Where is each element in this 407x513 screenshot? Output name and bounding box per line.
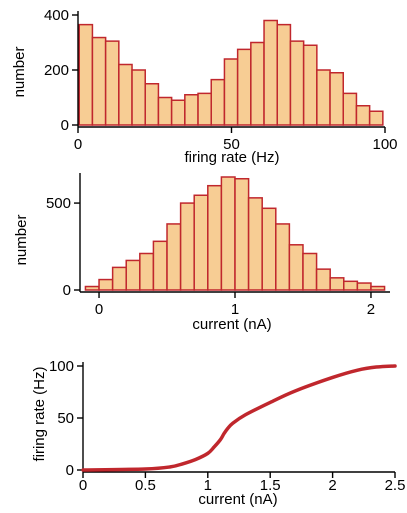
- histogram-bar: [302, 252, 318, 291]
- histogram-bar: [234, 177, 250, 291]
- x-tick-label: 1: [231, 301, 239, 318]
- histogram-bar: [170, 99, 186, 126]
- x-tick-label: 2.5: [385, 477, 406, 494]
- histogram-bar: [157, 96, 173, 126]
- histogram-bar: [302, 44, 318, 126]
- histogram-bar: [131, 69, 146, 126]
- y-tick-label: 0: [61, 117, 69, 134]
- fi-curve-line: [81, 364, 397, 472]
- x-tick-label: 1: [204, 477, 212, 494]
- firing-rate-histogram-panel: 0 50 100 0 200 400 firing rate (Hz) number: [11, 7, 398, 166]
- histogram-bar: [288, 244, 304, 291]
- histogram-bar: [315, 268, 331, 291]
- x-tick-label: 0.5: [135, 477, 156, 494]
- histogram-bar: [78, 23, 94, 126]
- current-histogram-panel: 0 1 2 0 500 current (nA) number: [13, 173, 390, 333]
- current-histogram-axes: [74, 173, 390, 298]
- x-tick-label: 0: [79, 477, 87, 494]
- histogram-bar: [329, 277, 345, 291]
- histogram-bar: [144, 83, 160, 126]
- x-tick-label: 100: [372, 136, 397, 153]
- histogram-bar: [236, 48, 252, 126]
- fi-curve-panel: 0 0.5 1 1.5 2 2.5 0 50 100 current (nA) firing r…: [31, 358, 405, 508]
- histogram-bar: [247, 197, 263, 291]
- histogram-bar: [223, 58, 239, 126]
- firing-rate-histogram-ylabel: number: [11, 47, 28, 98]
- histogram-bar: [275, 223, 291, 291]
- histogram-bar: [220, 176, 236, 291]
- x-tick-label: 1.5: [260, 477, 281, 494]
- histogram-bar: [152, 240, 168, 291]
- histogram-bar: [139, 252, 155, 291]
- firing-rate-histogram-xlabel: firing rate (Hz): [184, 149, 279, 166]
- histogram-bar: [207, 184, 223, 291]
- histogram-bar: [368, 110, 384, 126]
- histogram-bar: [276, 23, 292, 126]
- histogram-bar: [84, 285, 100, 291]
- y-tick-label: 50: [57, 410, 74, 427]
- histogram-bar: [91, 36, 107, 126]
- x-tick-label: 2: [367, 301, 375, 318]
- firing-rate-bars: [78, 19, 384, 126]
- y-tick-label: 200: [44, 62, 69, 79]
- histogram-bar: [166, 223, 182, 291]
- y-tick-label: 400: [44, 7, 69, 24]
- firing-rate-histogram-tick-labels: 0 50 100 0 200 400: [44, 7, 398, 153]
- histogram-bar: [118, 63, 133, 126]
- y-tick-label: 0: [63, 282, 71, 299]
- fi-curve-xlabel: current (nA): [198, 491, 277, 508]
- histogram-bar: [263, 19, 278, 126]
- histogram-bar: [329, 72, 344, 126]
- histogram-bar: [104, 40, 120, 126]
- histogram-bar: [125, 259, 141, 291]
- x-tick-label: 0: [95, 301, 103, 318]
- histogram-bar: [184, 94, 199, 126]
- histogram-bar: [179, 202, 195, 291]
- histogram-bar: [289, 40, 305, 126]
- x-tick-label: 0: [74, 136, 82, 153]
- histogram-bar: [111, 266, 127, 291]
- y-tick-label: 500: [46, 195, 71, 212]
- fi-curve-axes: [77, 362, 396, 478]
- fi-curve-ylabel: firing rate (Hz): [31, 366, 48, 461]
- current-histogram-xlabel: current (nA): [192, 316, 271, 333]
- fi-curve-tick-labels: 0 0.5 1 1.5 2 2.5 0 50 100: [49, 358, 405, 494]
- histogram-bar: [316, 69, 331, 126]
- current-bars: [84, 176, 386, 291]
- histogram-bar: [355, 105, 371, 126]
- histogram-bar: [342, 92, 358, 126]
- histogram-bar: [356, 282, 372, 291]
- x-tick-label: 50: [223, 136, 240, 153]
- histogram-bar: [210, 78, 226, 126]
- firing-rate-histogram-axes: [72, 11, 386, 133]
- current-histogram-tick-labels: 0 1 2 0 500: [46, 195, 375, 318]
- histogram-bar: [370, 285, 386, 291]
- current-histogram-ylabel: number: [13, 215, 30, 266]
- histogram-bar: [343, 280, 359, 291]
- histogram-bar: [250, 41, 265, 126]
- x-tick-label: 2: [328, 477, 336, 494]
- histogram-bar: [98, 278, 114, 291]
- histogram-bar: [193, 194, 209, 291]
- y-tick-label: 0: [66, 462, 74, 479]
- histogram-bar: [261, 207, 277, 291]
- histogram-bar: [197, 92, 212, 126]
- y-tick-label: 100: [49, 358, 74, 375]
